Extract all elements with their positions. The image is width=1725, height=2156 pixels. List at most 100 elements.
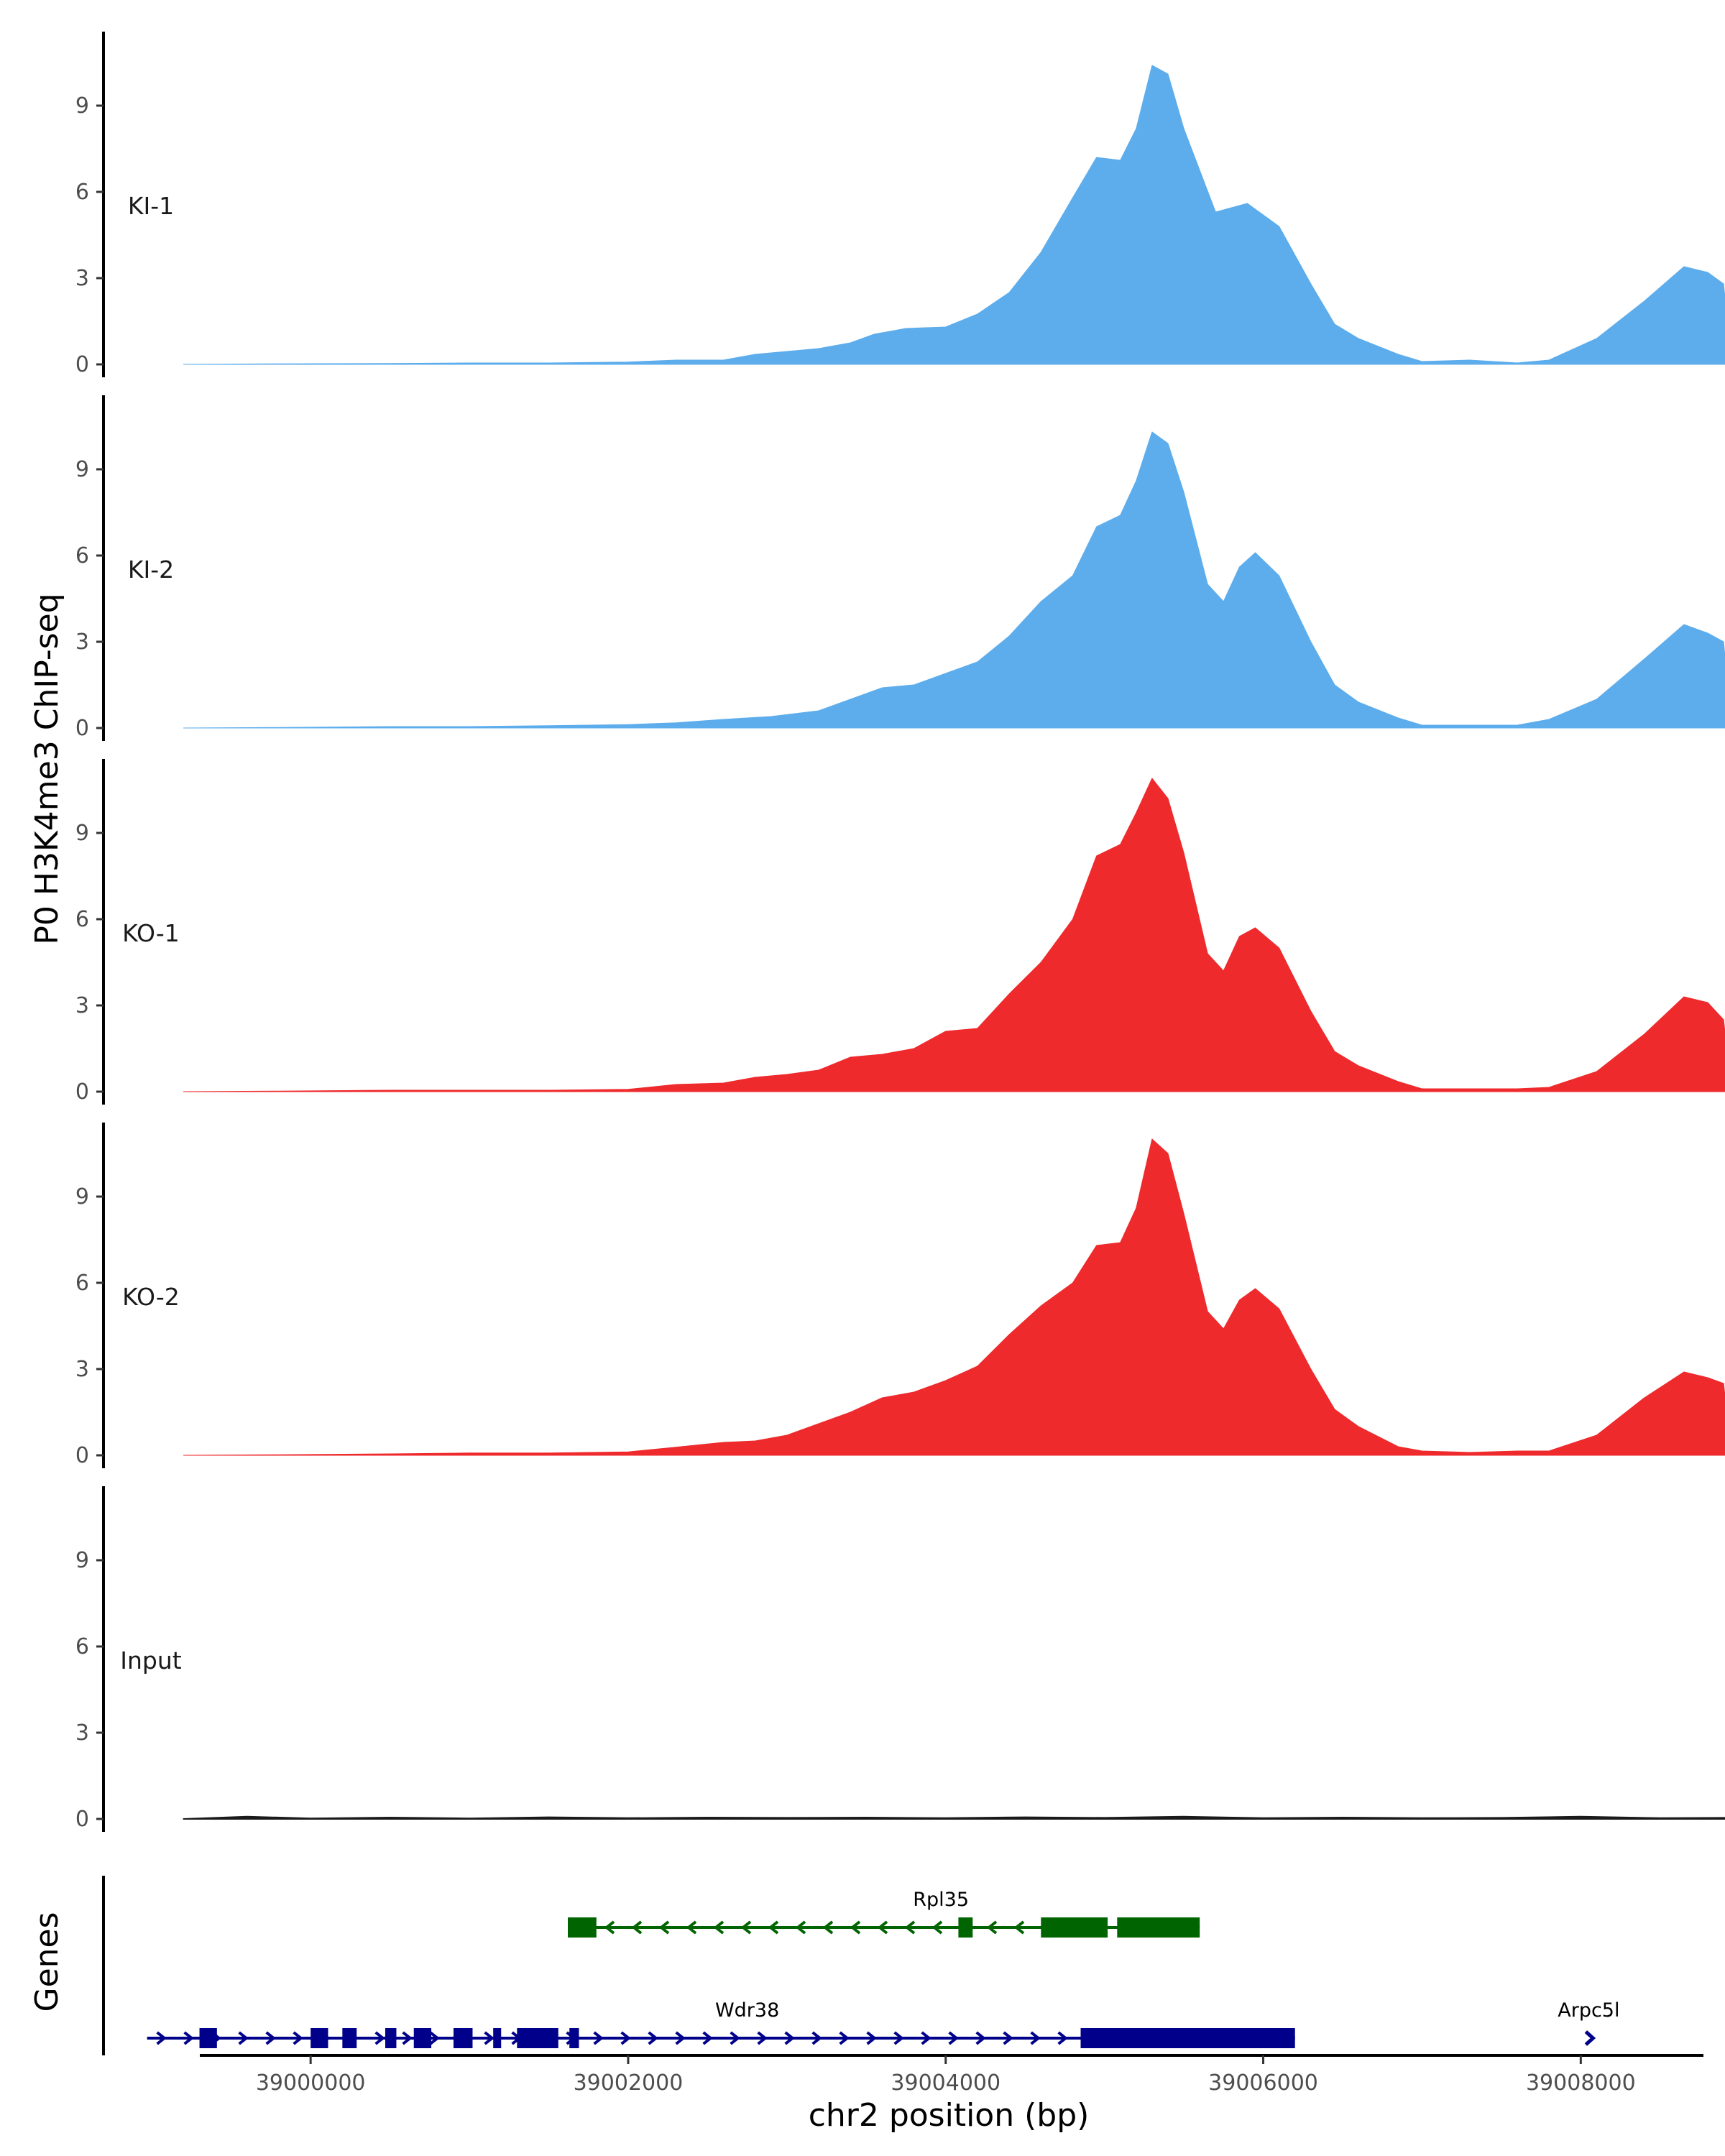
track-ko-2: 0 3 6 9 KO-2 (75, 1123, 1725, 1468)
strand-arrow (784, 2031, 795, 2045)
strand-arrow (932, 1920, 943, 1935)
y-tick-label: 6 (75, 907, 89, 932)
strand-arrow (757, 2031, 768, 2045)
track-label: KI-1 (128, 192, 174, 220)
y-tick-label: 3 (75, 630, 89, 655)
y-tick-label: 3 (75, 993, 89, 1018)
strand-arrow (904, 1920, 916, 1935)
strand-arrow (183, 2031, 194, 2045)
strand-arrow (768, 1920, 779, 1935)
strand-arrow (293, 2031, 303, 2045)
strand-arrow (1013, 1920, 1025, 1935)
strand-arrow (850, 1920, 861, 1935)
strand-arrow (877, 1920, 888, 1935)
y-tick-label: 6 (75, 1271, 89, 1296)
strand-arrow (795, 1920, 806, 1935)
strand-arrow (658, 1920, 670, 1935)
y-tick-label: 3 (75, 1720, 89, 1746)
y-tick-label: 0 (75, 352, 89, 377)
gene-label: Arpc5l (1558, 1999, 1619, 2022)
y-tick-label: 9 (75, 821, 89, 846)
strand-arrow (238, 2031, 249, 2045)
gene-exon (342, 2028, 357, 2048)
gene-exon (310, 2028, 328, 2048)
gene-exon (199, 2028, 217, 2048)
strand-arrow (948, 2031, 959, 2045)
track-label: Input (120, 1646, 182, 1674)
track-input: 0 3 6 9 Input (75, 1486, 1725, 1832)
x-axis: 39000000 39002000 39004000 39006000 39008000 (200, 2054, 1703, 2096)
y-tick-label: 0 (75, 716, 89, 741)
strand-arrow (811, 2031, 822, 2045)
strand-arrow (986, 1920, 998, 1935)
coverage-area-ki-1 (183, 65, 1725, 365)
y-tick-label: 9 (75, 1184, 89, 1210)
y-tick-label: 6 (75, 543, 89, 568)
y-tick-label: 0 (75, 1443, 89, 1468)
y-tick-label: 6 (75, 180, 89, 205)
track-label: KI-2 (128, 556, 174, 584)
strand-arrow (631, 1920, 643, 1935)
coverage-area-input (183, 1815, 1725, 1820)
gene-label: Wdr38 (715, 1999, 779, 2022)
strand-arrow (675, 2031, 686, 2045)
strand-arrow (620, 2031, 631, 2045)
gene-annotation-track: Rpl35 Wdr38 Arpc5l (102, 1876, 1619, 2055)
gene-exon (385, 2028, 397, 2048)
track-ko-1: 0 3 6 9 KO-1 (75, 759, 1725, 1105)
gene-exon (453, 2028, 473, 2048)
y-tick-label: 9 (75, 93, 89, 119)
strand-arrow (702, 2031, 713, 2045)
strand-arrow (730, 2031, 740, 2045)
track-label: KO-1 (122, 919, 180, 947)
strand-arrow (839, 2031, 850, 2045)
strand-arrow (1057, 2031, 1068, 2045)
x-tick-label: 39002000 (574, 2070, 684, 2096)
strand-arrow (265, 2031, 276, 2045)
y-tick-label: 3 (75, 266, 89, 291)
strand-arrow (429, 2031, 440, 2045)
gene-exon (1080, 2028, 1295, 2048)
strand-arrow (1584, 2030, 1596, 2046)
strand-arrow (921, 2031, 932, 2045)
coverage-tracks: 0 3 6 9 KI-1 0 3 6 9 KI-2 0 3 6 9 KO-1 0 3 6 9 KO-2 0 3 6 9 Inpu… (75, 32, 1725, 1832)
strand-arrow (1003, 2031, 1013, 2045)
strand-arrow (484, 2031, 494, 2045)
coverage-area-ko-2 (183, 1138, 1725, 1456)
strand-arrow (893, 2031, 904, 2045)
gene-exon (413, 2028, 432, 2048)
genes-axis-title: Genes (29, 1912, 65, 2012)
gene-exon (568, 1917, 597, 1938)
gene-exon (1041, 1917, 1108, 1938)
y-tick-label: 9 (75, 1548, 89, 1573)
track-label: KO-2 (122, 1283, 180, 1311)
track-ki-1: 0 3 6 9 KI-1 (75, 32, 1725, 377)
track-ki-2: 0 3 6 9 KI-2 (75, 395, 1725, 741)
coverage-area-ko-1 (183, 778, 1725, 1092)
strand-arrow (740, 1920, 752, 1935)
gene-exon (493, 2028, 502, 2048)
x-tick-label: 39004000 (891, 2070, 1000, 2096)
strand-arrow (374, 2031, 385, 2045)
strand-arrow (1030, 2031, 1041, 2045)
x-tick-label: 39006000 (1208, 2070, 1318, 2096)
gene-wdr38: Wdr38 (147, 1999, 1295, 2048)
gene-exon (1117, 1917, 1200, 1938)
strand-arrow (975, 2031, 986, 2045)
strand-arrow (402, 2031, 413, 2045)
gene-exon (958, 1917, 973, 1938)
coverage-area-ki-2 (183, 431, 1725, 729)
strand-arrow (593, 2031, 604, 2045)
y-tick-label: 3 (75, 1357, 89, 1382)
strand-arrow (822, 1920, 834, 1935)
x-tick-label: 39000000 (256, 2070, 366, 2096)
strand-arrow (156, 2031, 167, 2045)
x-tick-label: 39008000 (1526, 2070, 1636, 2096)
y-tick-label: 6 (75, 1634, 89, 1659)
x-axis-title: chr2 position (bp) (809, 2097, 1090, 2134)
strand-arrow (686, 1920, 697, 1935)
strand-arrow (604, 1920, 615, 1935)
strand-arrow (866, 2031, 877, 2045)
strand-arrow (648, 2031, 658, 2045)
